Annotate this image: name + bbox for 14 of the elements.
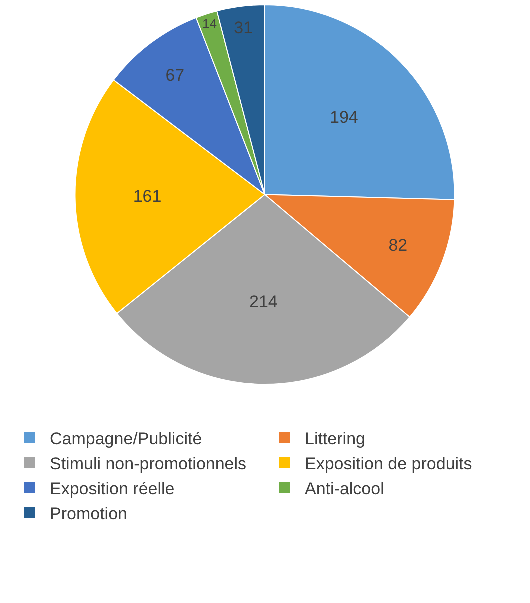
legend-label: Stimuli non-promotionnels [50,454,247,474]
legend-label: Littering [305,429,366,448]
data-label: 194 [330,108,358,128]
data-label: 214 [249,292,278,312]
legend-label: Anti-alcool [305,479,384,498]
legend-label: Promotion [50,504,128,524]
legend-label: Exposition réelle [50,479,175,498]
data-label: 82 [388,236,408,256]
legend-label: Exposition de produits [305,454,472,474]
data-label: 31 [234,18,254,38]
data-label: 67 [166,66,185,86]
legend-label: Campagne/Publicité [50,429,202,448]
data-label: 161 [133,186,162,206]
data-label: 14 [202,16,218,32]
